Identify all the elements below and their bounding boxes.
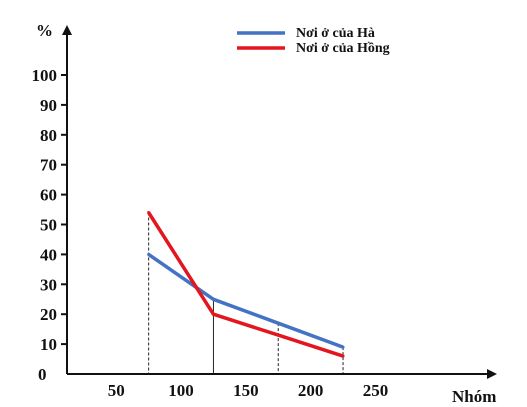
y-tick-label: 20	[40, 305, 57, 324]
series-layer	[147, 211, 345, 358]
x-tick-label: 150	[233, 381, 259, 400]
y-tick-label: 30	[40, 275, 57, 294]
data-point	[211, 297, 215, 301]
y-tick-label: 70	[40, 156, 57, 175]
drop-lines	[148, 212, 344, 374]
y-axis-label: %	[36, 21, 53, 40]
data-point	[147, 252, 151, 256]
data-point	[341, 345, 345, 349]
legend-label: Nơi ở của Hồng	[296, 41, 390, 56]
data-point	[341, 354, 345, 358]
y-tick-label: 100	[32, 66, 58, 85]
data-point	[147, 211, 151, 215]
y-axis-ticks: 0 10 20 30 40 50 60 70 80 90 100	[32, 66, 67, 384]
y-tick-label: 40	[40, 245, 57, 264]
y-tick-label: 80	[40, 126, 57, 145]
legend-label: Nơi ở của Hà	[296, 26, 375, 41]
data-point	[276, 321, 280, 325]
x-tick-label: 250	[363, 381, 389, 400]
x-tick-label: 200	[298, 381, 324, 400]
y-tick-label: 90	[40, 96, 57, 115]
x-axis-ticks: 50 100 150 200 250	[108, 381, 388, 400]
y-tick-label: 0	[38, 365, 47, 384]
y-tick-label: 10	[40, 335, 57, 354]
series-line-2	[147, 211, 344, 358]
x-axis-label: Nhóm	[452, 387, 496, 406]
data-point	[211, 312, 215, 316]
x-tick-label: 100	[168, 381, 194, 400]
series-line-1	[147, 252, 344, 349]
y-tick-label: 50	[40, 216, 57, 235]
y-tick-label: 60	[40, 186, 57, 205]
data-point	[276, 333, 280, 337]
x-tick-label: 50	[108, 381, 125, 400]
